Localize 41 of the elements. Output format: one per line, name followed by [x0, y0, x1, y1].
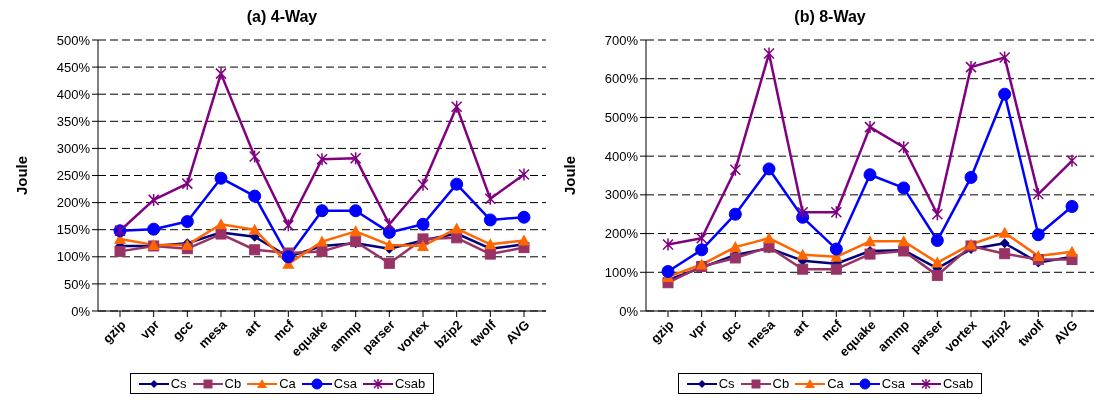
x-tick-label: mcf: [818, 316, 846, 344]
y-tick-label: 100%: [604, 264, 639, 280]
x-tick-label: gcc: [169, 317, 196, 344]
x-tick-label: art: [788, 316, 812, 340]
x-tick-label: mcf: [270, 316, 298, 344]
chart-title: (b) 8-Way: [793, 8, 867, 27]
y-tick-label: 300%: [604, 187, 639, 203]
y-tick-label: 350%: [56, 113, 91, 129]
y-tick-label: 700%: [604, 32, 639, 48]
y-tick-label: 0%: [71, 303, 91, 319]
y-tick-label: 50%: [63, 276, 91, 292]
legend-label: Ca: [827, 376, 844, 391]
legend-label: Cb: [224, 376, 242, 391]
legend-label: Csa: [333, 376, 357, 391]
legend-label: Ca: [279, 376, 296, 391]
y-tick-label: 600%: [604, 71, 639, 87]
y-tick-label: 450%: [56, 59, 91, 75]
legend-label: Csab: [394, 376, 426, 391]
y-tick-label: 100%: [56, 249, 91, 265]
y-tick-label: 500%: [604, 110, 639, 126]
y-axis-title: Joule: [13, 155, 31, 196]
y-axis-title: Joule: [561, 155, 579, 196]
legend-label: Cs: [170, 376, 187, 391]
y-tick-label: 150%: [56, 222, 91, 238]
y-tick-label: 400%: [604, 148, 639, 164]
x-tick-label: gcc: [717, 317, 744, 344]
y-tick-label: 300%: [56, 141, 91, 157]
y-tick-label: 250%: [56, 168, 91, 184]
y-tick-label: 500%: [56, 32, 91, 48]
y-tick-label: 200%: [604, 226, 639, 242]
legend-label: Cb: [772, 376, 790, 391]
legend-label: Cs: [718, 376, 735, 391]
chart-title: (a) 4-Way: [245, 8, 319, 27]
x-tick-label: art: [240, 316, 264, 340]
y-tick-label: 400%: [56, 86, 91, 102]
x-tick-label: vpr: [137, 317, 163, 342]
legend-label: Csab: [942, 376, 974, 391]
y-tick-label: 0%: [619, 303, 639, 319]
y-tick-label: 200%: [56, 195, 91, 211]
legend-label: Csa: [881, 376, 905, 391]
x-tick-label: vpr: [685, 317, 711, 342]
